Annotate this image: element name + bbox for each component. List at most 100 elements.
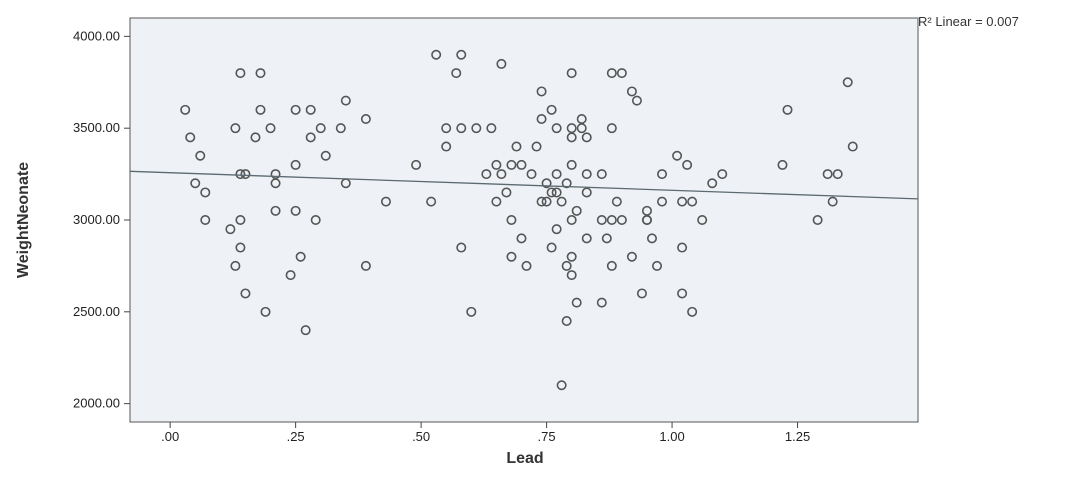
data-point xyxy=(300,325,311,336)
data-point xyxy=(687,306,698,317)
data-point xyxy=(456,242,467,253)
data-point xyxy=(601,233,612,244)
data-point xyxy=(566,251,577,262)
data-point xyxy=(511,141,522,152)
data-point xyxy=(832,169,843,180)
data-point xyxy=(225,224,236,235)
data-point xyxy=(526,169,537,180)
data-point xyxy=(561,178,572,189)
data-point xyxy=(315,123,326,134)
y-tick-label: 4000.00 xyxy=(73,28,120,43)
data-point xyxy=(235,215,246,226)
data-point xyxy=(546,242,557,253)
data-point xyxy=(596,169,607,180)
data-point xyxy=(456,49,467,60)
data-point xyxy=(677,196,688,207)
data-point xyxy=(566,159,577,170)
data-point xyxy=(566,215,577,226)
data-point xyxy=(546,104,557,115)
y-tick-label: 3000.00 xyxy=(73,212,120,227)
data-point xyxy=(506,159,517,170)
data-point xyxy=(481,169,492,180)
data-point xyxy=(506,251,517,262)
data-point xyxy=(305,132,316,143)
data-point xyxy=(641,215,652,226)
data-point xyxy=(631,95,642,106)
data-point xyxy=(536,196,547,207)
data-point xyxy=(426,196,437,207)
data-point xyxy=(255,68,266,79)
x-tick-label: 1.25 xyxy=(785,429,810,444)
data-point xyxy=(506,215,517,226)
data-point xyxy=(551,224,562,235)
data-point xyxy=(180,104,191,115)
y-axis-title: WeightNeonate xyxy=(15,162,32,278)
data-point xyxy=(230,123,241,134)
data-point xyxy=(486,123,497,134)
x-tick-label: .00 xyxy=(161,429,179,444)
data-point xyxy=(626,86,637,97)
data-point xyxy=(571,297,582,308)
data-point xyxy=(451,68,462,79)
data-point xyxy=(636,288,647,299)
data-point xyxy=(335,123,346,134)
data-point xyxy=(556,196,567,207)
data-point xyxy=(516,159,527,170)
data-point xyxy=(697,215,708,226)
data-point xyxy=(320,150,331,161)
data-point xyxy=(616,215,627,226)
x-tick-label: .50 xyxy=(412,429,430,444)
data-point xyxy=(561,315,572,326)
data-point xyxy=(606,123,617,134)
data-point xyxy=(270,178,281,189)
y-axis: 2000.00 2500.00 3000.00 3500.00 4000.00 xyxy=(73,28,130,411)
r2-linear-label: R² Linear = 0.007 xyxy=(918,14,1019,29)
data-point xyxy=(556,380,567,391)
data-point xyxy=(536,86,547,97)
y-tick-label: 2500.00 xyxy=(73,304,120,319)
data-point xyxy=(581,187,592,198)
data-point xyxy=(270,205,281,216)
data-point xyxy=(185,132,196,143)
data-point xyxy=(657,169,668,180)
data-point xyxy=(657,196,668,207)
data-point xyxy=(200,215,211,226)
data-point xyxy=(190,178,201,189)
data-point xyxy=(626,251,637,262)
data-points xyxy=(180,49,858,391)
x-tick-label: 1.00 xyxy=(659,429,684,444)
data-point xyxy=(566,270,577,281)
data-point xyxy=(235,68,246,79)
data-point xyxy=(777,159,788,170)
data-point xyxy=(380,196,391,207)
data-point xyxy=(847,141,858,152)
data-point xyxy=(646,233,657,244)
data-point xyxy=(501,187,512,198)
data-point xyxy=(195,150,206,161)
data-point xyxy=(616,68,627,79)
data-point xyxy=(672,150,683,161)
data-point xyxy=(717,169,728,180)
data-point xyxy=(290,159,301,170)
data-point xyxy=(551,187,562,198)
data-point xyxy=(546,187,557,198)
data-point xyxy=(596,297,607,308)
data-point xyxy=(516,233,527,244)
data-point xyxy=(456,123,467,134)
data-point xyxy=(305,104,316,115)
data-point xyxy=(230,260,241,271)
data-point xyxy=(290,205,301,216)
data-point xyxy=(240,169,251,180)
data-point xyxy=(571,205,582,216)
data-point xyxy=(360,260,371,271)
data-point xyxy=(496,169,507,180)
data-point xyxy=(285,270,296,281)
data-point xyxy=(606,260,617,271)
data-point xyxy=(541,196,552,207)
data-point xyxy=(687,196,698,207)
data-point xyxy=(812,215,823,226)
data-point xyxy=(566,132,577,143)
data-point xyxy=(531,141,542,152)
data-point xyxy=(290,104,301,115)
data-point xyxy=(260,306,271,317)
